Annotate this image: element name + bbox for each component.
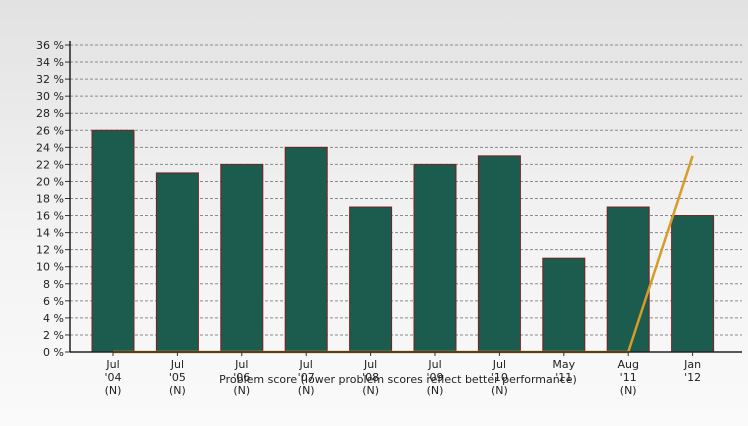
x-axis-categories: Jul '04 (N) Jul '05 (N) Jul '06 (N) Jul '07 (N) Jul '… bbox=[104, 352, 701, 397]
y-tick-label: 30 % bbox=[36, 90, 64, 103]
bar bbox=[155, 172, 199, 353]
y-tick-label: 36 % bbox=[36, 39, 64, 52]
bar-series bbox=[91, 129, 715, 353]
y-tick-label: 26 % bbox=[36, 124, 64, 137]
y-tick-label: 24 % bbox=[36, 141, 64, 154]
y-tick-label: 4 % bbox=[43, 312, 64, 325]
bar bbox=[671, 215, 715, 353]
y-tick-label: 14 % bbox=[36, 227, 64, 240]
y-tick-label: 22 % bbox=[36, 158, 64, 171]
bar bbox=[542, 257, 586, 353]
x-category-label: Jul '04 (N) bbox=[104, 358, 121, 397]
line-series bbox=[112, 155, 694, 354]
x-category-label: Jul '06 (N) bbox=[233, 358, 250, 397]
y-tick-label: 8 % bbox=[43, 278, 64, 291]
y-tick-label: 12 % bbox=[36, 244, 64, 257]
x-category-label: Jul '09 (N) bbox=[426, 358, 443, 397]
y-tick-label: 20 % bbox=[36, 175, 64, 188]
bar bbox=[606, 206, 650, 353]
x-category-label: May '11 bbox=[552, 358, 575, 384]
y-tick-label: 18 % bbox=[36, 193, 64, 206]
bar bbox=[477, 155, 521, 353]
y-tick-label: 6 % bbox=[43, 295, 64, 308]
x-category-label: Jan '12 bbox=[683, 358, 701, 384]
y-tick-label: 0 % bbox=[43, 346, 64, 359]
y-tick-label: 10 % bbox=[36, 261, 64, 274]
bar bbox=[284, 146, 328, 353]
x-category-label: Jul '10 (N) bbox=[491, 358, 508, 397]
series-line bbox=[113, 155, 694, 354]
x-axis-label: Problem score (lower problem scores refl… bbox=[219, 373, 577, 386]
y-tick-label: 32 % bbox=[36, 73, 64, 86]
x-category-label: Jul '07 (N) bbox=[298, 358, 315, 397]
axes bbox=[69, 41, 742, 353]
y-tick-label: 28 % bbox=[36, 107, 64, 120]
x-category-label: Jul '05 (N) bbox=[169, 358, 186, 397]
y-tick-label: 2 % bbox=[43, 329, 64, 342]
bar bbox=[220, 163, 264, 353]
bar bbox=[349, 206, 393, 353]
bar bbox=[413, 163, 457, 353]
bar bbox=[91, 129, 135, 353]
y-tick-label: 16 % bbox=[36, 210, 64, 223]
y-tick-label: 34 % bbox=[36, 56, 64, 69]
y-axis-ticks: 0 % 2 % 4 % 6 % 8 % 10 % 12 % 14 % 16 % 18 % 20 % 2… bbox=[36, 39, 70, 359]
x-category-label: Aug '11 (N) bbox=[617, 358, 638, 397]
x-category-label: Jul '08 (N) bbox=[362, 358, 379, 397]
